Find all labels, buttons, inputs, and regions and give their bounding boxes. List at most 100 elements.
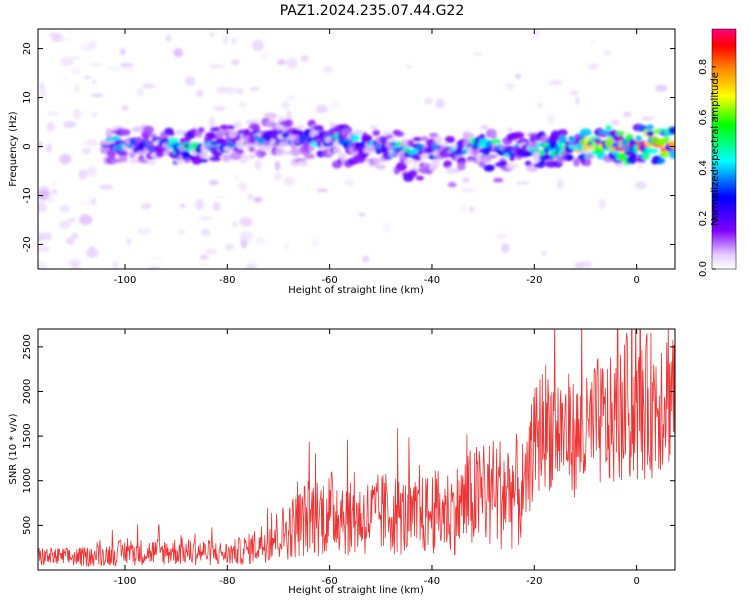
spectrogram-cell bbox=[295, 124, 305, 130]
spectrogram-cell bbox=[200, 262, 209, 268]
spectrogram-cell bbox=[548, 79, 563, 86]
spectrogram-cell bbox=[117, 150, 128, 157]
spectrogram-cell bbox=[352, 130, 363, 135]
spectrogram-cell bbox=[372, 157, 380, 167]
spectrogram-cell bbox=[39, 88, 47, 99]
spectrogram-cell bbox=[478, 160, 486, 168]
spectrogram-cell bbox=[86, 166, 97, 177]
spectrogram-cell bbox=[611, 142, 620, 148]
spectrogram-y-tick-label: 0 bbox=[22, 143, 33, 149]
spectrogram-cell bbox=[431, 158, 441, 167]
spectrogram-cell bbox=[489, 154, 498, 159]
spectrogram-cell bbox=[501, 243, 510, 253]
spectrogram-cell bbox=[209, 64, 218, 69]
snr-y-tick-label: 2500 bbox=[22, 334, 33, 359]
spectrogram-cell bbox=[254, 159, 262, 171]
spectrogram-cell bbox=[283, 241, 290, 251]
spectrogram-cell bbox=[443, 160, 452, 169]
spectrogram-cell bbox=[277, 59, 286, 66]
spectrogram-cell bbox=[248, 136, 256, 144]
spectrogram-cell bbox=[148, 133, 157, 138]
spectrogram-cell bbox=[603, 50, 611, 56]
spectrogram-cell bbox=[387, 137, 398, 144]
spectrogram-cell bbox=[63, 120, 77, 129]
spectrogram-cell bbox=[46, 143, 52, 153]
spectrogram-cell bbox=[285, 110, 293, 122]
colorbar-tick-label: 0.8 bbox=[698, 59, 709, 75]
spectrogram-cell bbox=[495, 234, 508, 239]
colorbar-tick-label: 0.0 bbox=[698, 261, 709, 277]
spectrogram-cell bbox=[128, 151, 136, 159]
spectrogram-cell bbox=[605, 124, 613, 131]
colorbar-label: Normalized spectral amplitude bbox=[710, 72, 721, 226]
spectrogram-cell bbox=[209, 156, 222, 162]
spectrogram-cell bbox=[668, 126, 675, 135]
spectrogram-cell bbox=[209, 32, 215, 37]
spectrogram-cell bbox=[668, 150, 675, 159]
snr-panel: -100 -80 -60 -40 -20 0 500 1000 1500 2000 2500 He… bbox=[8, 328, 676, 596]
spectrogram-cell bbox=[557, 178, 564, 190]
spectrogram-cell bbox=[328, 121, 336, 128]
spectrogram-cell bbox=[286, 95, 296, 101]
spectrogram-cell bbox=[74, 83, 80, 93]
spectrogram-cell bbox=[228, 130, 239, 137]
spectrogram-cell bbox=[182, 153, 193, 161]
spectrogram-cell bbox=[504, 82, 516, 90]
snr-y-tick-label: 1000 bbox=[22, 468, 33, 493]
spectrogram-cell bbox=[198, 158, 209, 163]
spectrogram-cell bbox=[573, 158, 580, 167]
spectrogram-cell bbox=[72, 108, 81, 120]
spectrogram-cell bbox=[239, 101, 246, 108]
spectrogram-cell bbox=[322, 66, 334, 73]
spectrogram-cell bbox=[165, 34, 172, 43]
spectrogram-cell bbox=[640, 116, 655, 121]
spectrogram-cell bbox=[91, 111, 98, 118]
spectrogram-x-tick-label: -20 bbox=[526, 275, 542, 286]
spectrogram-cell bbox=[89, 62, 103, 67]
spectrogram-cell bbox=[622, 111, 632, 118]
spectrogram-cell bbox=[493, 177, 504, 183]
spectrogram-cell bbox=[414, 155, 422, 161]
spectrogram-cell bbox=[121, 105, 129, 111]
spectrogram-cell bbox=[46, 194, 54, 204]
spectrogram-y-tick-label: -20 bbox=[22, 236, 33, 252]
spectrogram-cell bbox=[380, 222, 392, 233]
spectrogram-cell bbox=[646, 130, 655, 137]
spectrogram-cell bbox=[136, 150, 147, 155]
spectrogram-cell bbox=[351, 133, 360, 142]
spectrogram-cell bbox=[258, 50, 271, 61]
spectrogram-cell bbox=[248, 153, 256, 160]
spectrogram-cell bbox=[372, 129, 380, 137]
spectrogram-cell bbox=[65, 30, 73, 35]
spectrogram-cell bbox=[461, 188, 476, 193]
spectrogram-cell bbox=[370, 125, 378, 130]
spectrogram-cell bbox=[610, 119, 621, 126]
spectrogram-cell bbox=[69, 56, 81, 60]
spectrogram-cell bbox=[99, 184, 114, 190]
snr-x-tick-label: -40 bbox=[424, 576, 440, 587]
spectrogram-cell bbox=[259, 151, 267, 156]
spectrogram-heatmap bbox=[38, 29, 675, 269]
spectrogram-cell bbox=[38, 232, 45, 243]
spectrogram-cell bbox=[100, 146, 109, 155]
spectrogram-cell bbox=[405, 64, 413, 69]
spectrogram-cell bbox=[71, 66, 82, 76]
spectrogram-cell bbox=[570, 90, 579, 96]
colorbar: 0.0 0.2 0.4 0.6 0.8 Normalized spectral ampl… bbox=[698, 28, 737, 277]
spectrogram-cell bbox=[126, 238, 132, 245]
spectrogram-cell bbox=[415, 175, 424, 181]
snr-series-line bbox=[38, 329, 675, 567]
spectrogram-cell bbox=[252, 124, 260, 132]
spectrogram-cell bbox=[221, 154, 232, 162]
spectrogram-cell bbox=[91, 79, 97, 85]
spectrogram-cell bbox=[313, 125, 324, 132]
spectrogram-cell bbox=[80, 43, 94, 52]
spectrogram-x-tick-label: -100 bbox=[114, 275, 137, 286]
colorbar-tick-label: 0.6 bbox=[698, 109, 709, 125]
spectrogram-cell bbox=[38, 245, 51, 253]
spectrogram-cell bbox=[344, 178, 355, 187]
spectrogram-cell bbox=[223, 86, 237, 95]
spectrogram-cell bbox=[446, 166, 454, 174]
spectrogram-cell bbox=[574, 96, 580, 106]
